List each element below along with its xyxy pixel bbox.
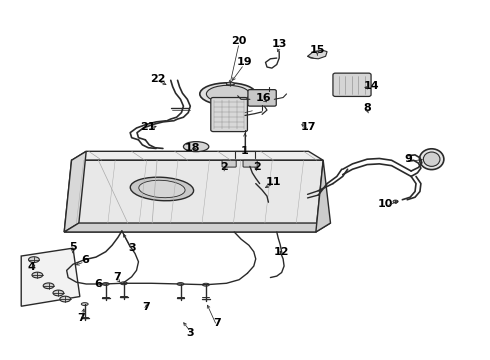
Text: 22: 22 [150, 74, 166, 84]
Ellipse shape [202, 283, 209, 286]
Ellipse shape [81, 303, 88, 306]
Polygon shape [72, 151, 323, 160]
Text: 14: 14 [363, 81, 379, 91]
Text: 1: 1 [241, 146, 249, 156]
Polygon shape [64, 223, 331, 232]
Text: 19: 19 [236, 57, 252, 67]
Text: 8: 8 [363, 103, 371, 113]
Text: 15: 15 [310, 45, 325, 55]
Ellipse shape [200, 83, 256, 105]
Ellipse shape [183, 141, 209, 152]
FancyBboxPatch shape [333, 73, 371, 96]
Ellipse shape [130, 177, 194, 201]
Ellipse shape [226, 82, 234, 86]
Text: 21: 21 [141, 122, 156, 132]
Text: 7: 7 [143, 302, 150, 312]
FancyBboxPatch shape [243, 160, 257, 167]
Ellipse shape [206, 85, 249, 103]
Text: 2: 2 [253, 162, 261, 172]
Text: 16: 16 [256, 93, 271, 103]
Polygon shape [64, 160, 323, 232]
Ellipse shape [102, 283, 109, 285]
Text: 5: 5 [69, 242, 77, 252]
Polygon shape [21, 248, 80, 306]
FancyBboxPatch shape [248, 90, 276, 106]
Ellipse shape [53, 290, 64, 296]
Ellipse shape [177, 283, 184, 285]
Polygon shape [308, 50, 327, 59]
Polygon shape [316, 160, 331, 232]
Text: 7: 7 [77, 313, 85, 323]
Text: 3: 3 [187, 328, 194, 338]
Text: 12: 12 [274, 247, 290, 257]
Ellipse shape [32, 272, 43, 278]
Text: 11: 11 [266, 177, 281, 187]
Ellipse shape [121, 282, 127, 285]
Ellipse shape [43, 283, 54, 289]
Text: 3: 3 [128, 243, 135, 253]
Text: 9: 9 [405, 154, 413, 164]
Text: 13: 13 [271, 40, 287, 49]
Ellipse shape [419, 149, 444, 170]
Text: 20: 20 [231, 36, 247, 46]
Ellipse shape [28, 257, 39, 262]
Text: 7: 7 [113, 272, 121, 282]
FancyBboxPatch shape [222, 160, 236, 167]
Text: 6: 6 [81, 255, 89, 265]
Text: 6: 6 [95, 279, 102, 289]
Ellipse shape [60, 296, 71, 302]
Text: 10: 10 [378, 199, 393, 210]
Polygon shape [64, 151, 86, 232]
Text: 4: 4 [27, 262, 35, 272]
Text: 17: 17 [301, 122, 316, 132]
Text: 18: 18 [184, 143, 200, 153]
Text: 2: 2 [220, 162, 227, 172]
Text: 7: 7 [213, 319, 220, 328]
Ellipse shape [393, 200, 398, 203]
Ellipse shape [423, 152, 440, 166]
Ellipse shape [139, 180, 185, 198]
FancyBboxPatch shape [211, 98, 247, 132]
